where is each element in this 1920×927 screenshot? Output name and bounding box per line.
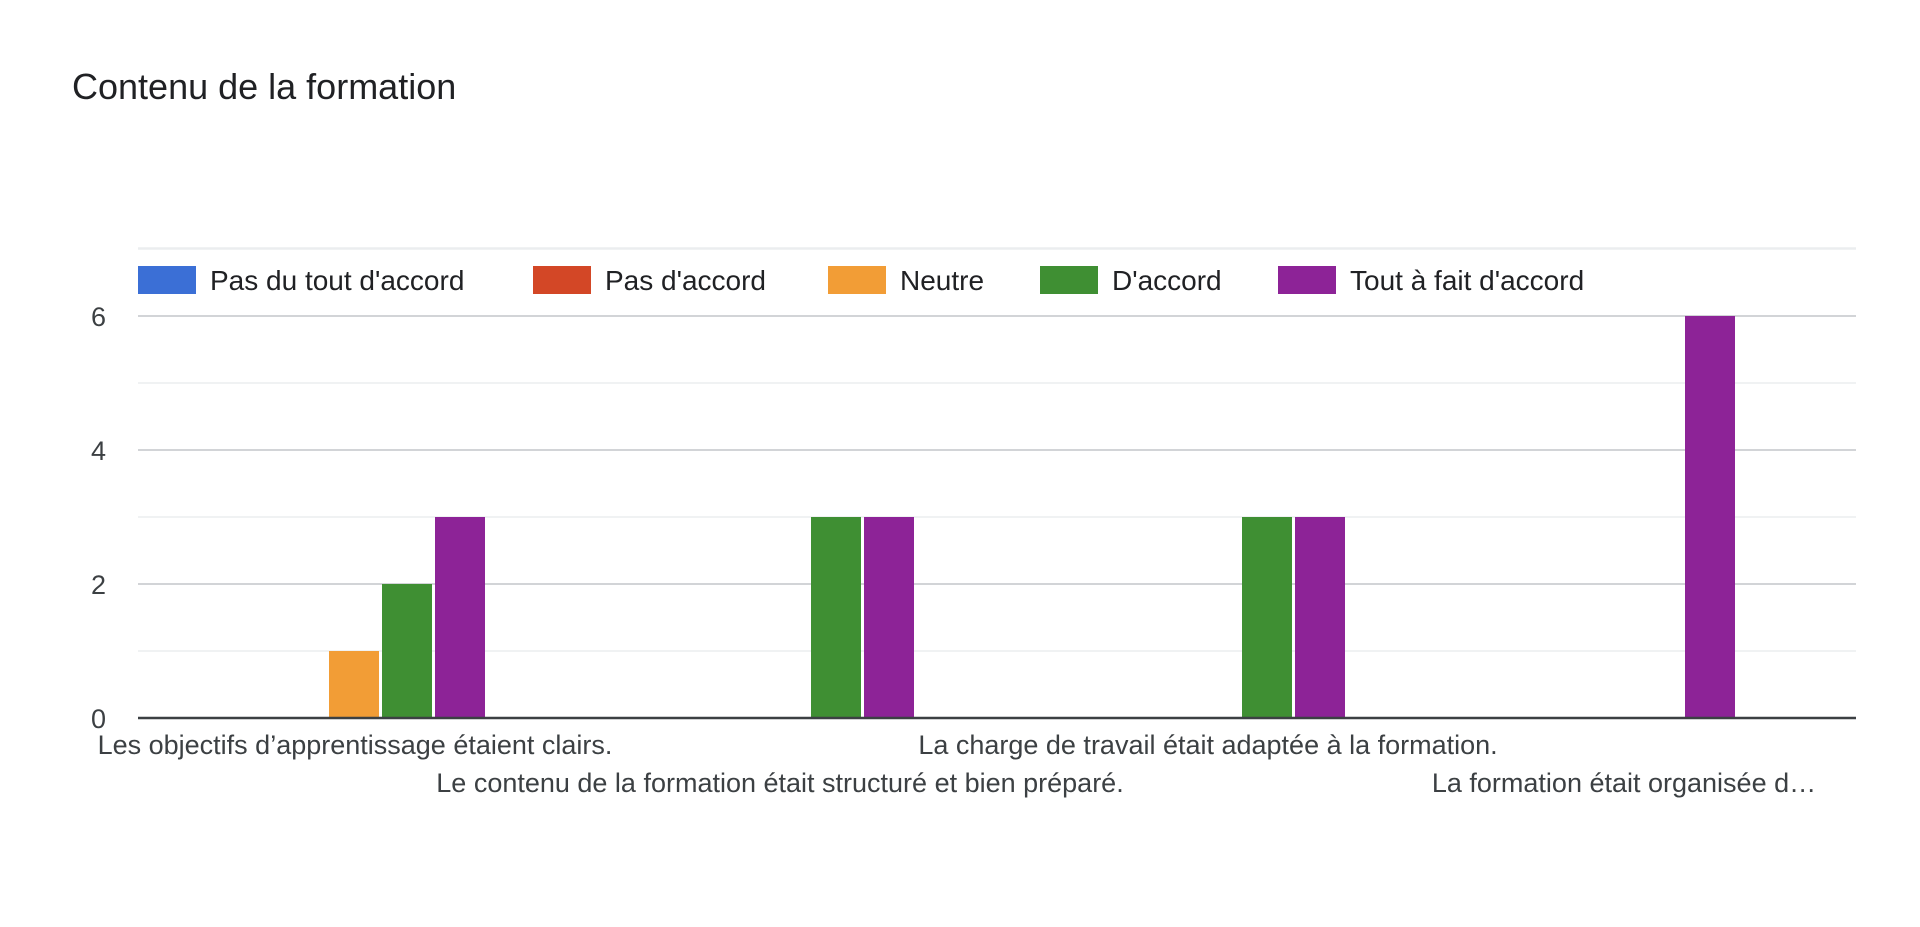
bar-tout-fait-d-accord-4 (1685, 316, 1735, 718)
x-category-label: La formation était organisée d… (1432, 768, 1816, 798)
legend-label: Neutre (900, 265, 984, 296)
bar-tout-fait-d-accord-1 (435, 517, 485, 718)
legend-swatch (138, 266, 196, 294)
axes: 0 2 4 6 Les objectifs d’apprentissage étaien… (91, 302, 1856, 798)
bar-tout-fait-d-accord-2 (864, 517, 914, 718)
legend-swatch (1278, 266, 1336, 294)
y-tick-label: 6 (91, 302, 106, 332)
bar-neutre-1 (329, 651, 379, 718)
legend-item: Pas d'accord (533, 265, 766, 296)
x-category-label: La charge de travail était adaptée à la … (918, 730, 1497, 760)
x-category-label: Le contenu de la formation était structu… (436, 768, 1123, 798)
bar-tout-fait-d-accord-3 (1295, 517, 1345, 718)
y-tick-label: 0 (91, 704, 106, 734)
legend-item: Pas du tout d'accord (138, 265, 464, 296)
bar-d-accord-3 (1242, 517, 1292, 718)
legend-label: Pas du tout d'accord (210, 265, 464, 296)
bars (329, 316, 1735, 718)
legend: Pas du tout d'accord Pas d'accord Neutre D'… (138, 265, 1584, 296)
legend-item: Neutre (828, 265, 984, 296)
legend-item: Tout à fait d'accord (1278, 265, 1584, 296)
legend-swatch (828, 266, 886, 294)
y-tick-label: 4 (91, 436, 106, 466)
x-category-label: Les objectifs d’apprentissage étaient cl… (98, 730, 613, 760)
y-tick-label: 2 (91, 570, 106, 600)
chart-title: Contenu de la formation (72, 66, 457, 107)
legend-label: Pas d'accord (605, 265, 766, 296)
legend-item: D'accord (1040, 265, 1222, 296)
legend-label: D'accord (1112, 265, 1222, 296)
legend-label: Tout à fait d'accord (1350, 265, 1584, 296)
bar-d-accord-1 (382, 584, 432, 718)
bar-d-accord-2 (811, 517, 861, 718)
legend-swatch (533, 266, 591, 294)
legend-swatch (1040, 266, 1098, 294)
